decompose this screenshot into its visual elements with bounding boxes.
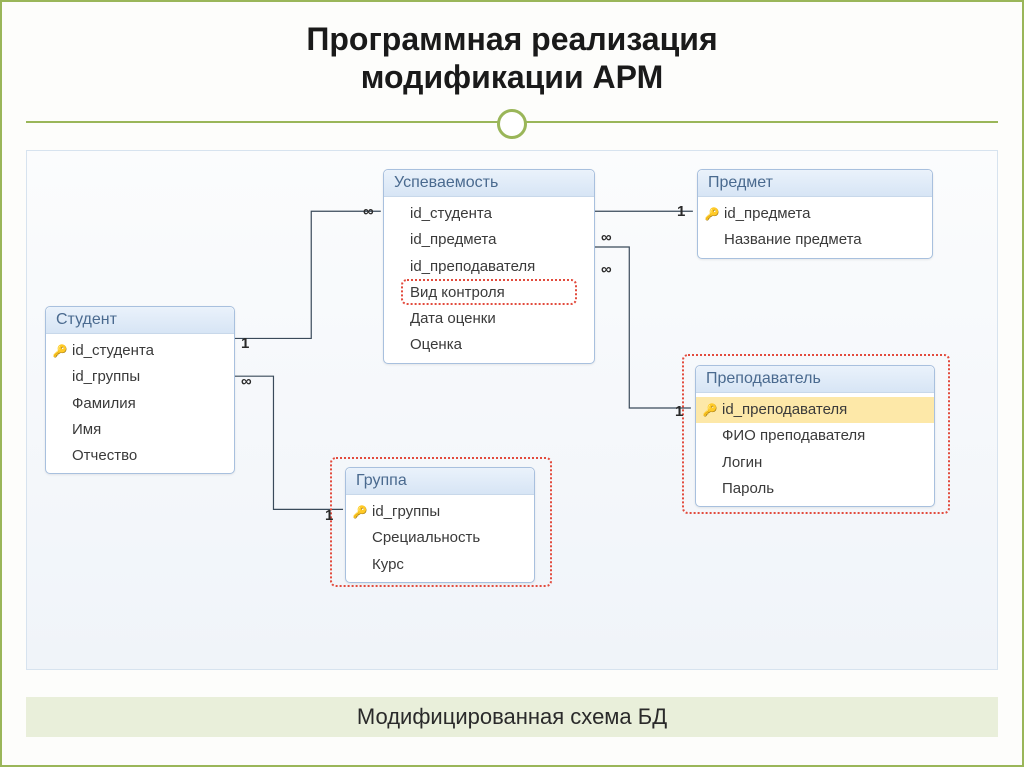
field-list: 🔑id_преподавателя🔑ФИО преподавателя🔑Логи… — [696, 393, 934, 506]
db-field[interactable]: 🔑Дата оценки — [384, 306, 594, 332]
divider-circle-icon — [497, 109, 527, 139]
field-list: 🔑id_группы🔑Срециальность🔑Курс — [346, 495, 534, 582]
db-table-progress[interactable]: Успеваемость🔑id_студента🔑id_предмета🔑id_… — [383, 169, 595, 364]
field-name: Курс — [372, 555, 404, 575]
db-field[interactable]: 🔑id_группы — [46, 364, 234, 390]
cardinality-label: 1 — [677, 203, 685, 220]
field-list: 🔑id_студента🔑id_группы🔑Фамилия🔑Имя🔑Отчес… — [46, 334, 234, 473]
db-field[interactable]: 🔑id_студента — [46, 338, 234, 364]
db-field[interactable]: 🔑id_группы — [346, 499, 534, 525]
db-field[interactable]: 🔑Пароль — [696, 476, 934, 502]
footer-band: Модифицированная схема БД — [26, 697, 998, 737]
title-block: Программная реализация модификации АРМ — [2, 2, 1022, 103]
db-field[interactable]: 🔑Логин — [696, 450, 934, 476]
db-table-student[interactable]: Студент🔑id_студента🔑id_группы🔑Фамилия🔑Им… — [45, 306, 235, 474]
field-name: id_преподавателя — [410, 257, 535, 277]
key-icon: 🔑 — [352, 504, 368, 520]
db-field[interactable]: 🔑ФИО преподавателя — [696, 423, 934, 449]
key-icon: 🔑 — [702, 402, 718, 418]
cardinality-label: ∞ — [601, 261, 612, 278]
field-name: id_студента — [410, 204, 492, 224]
field-name: Оценка — [410, 335, 462, 355]
db-table-title: Студент — [46, 307, 234, 334]
db-field[interactable]: 🔑Курс — [346, 552, 534, 578]
field-name: Вид контроля — [410, 283, 505, 303]
db-field[interactable]: 🔑id_студента — [384, 201, 594, 227]
db-table-title: Успеваемость — [384, 170, 594, 197]
db-field[interactable]: 🔑Отчество — [46, 443, 234, 469]
cardinality-label: ∞ — [601, 229, 612, 246]
key-icon: 🔑 — [704, 206, 720, 222]
field-name: id_преподавателя — [722, 400, 847, 420]
field-name: Срециальность — [372, 528, 480, 548]
db-table-title: Группа — [346, 468, 534, 495]
field-name: Имя — [72, 420, 101, 440]
field-list: 🔑id_студента🔑id_предмета🔑id_преподавател… — [384, 197, 594, 363]
field-name: Название предмета — [724, 230, 862, 250]
field-name: id_группы — [372, 502, 440, 522]
divider — [2, 103, 1022, 143]
cardinality-label: 1 — [675, 403, 683, 420]
db-field[interactable]: 🔑id_преподавателя — [696, 397, 934, 423]
db-table-title: Предмет — [698, 170, 932, 197]
db-field[interactable]: 🔑id_предмета — [384, 227, 594, 253]
relationship-line — [234, 211, 381, 338]
cardinality-label: 1 — [241, 335, 249, 352]
field-name: Фамилия — [72, 394, 136, 414]
field-name: Дата оценки — [410, 309, 496, 329]
field-list: 🔑id_предмета🔑Название предмета — [698, 197, 932, 258]
db-field[interactable]: 🔑Имя — [46, 417, 234, 443]
db-field[interactable]: 🔑id_преподавателя — [384, 254, 594, 280]
slide-frame: Программная реализация модификации АРМ С… — [0, 0, 1024, 767]
cardinality-label: ∞ — [241, 373, 252, 390]
db-field[interactable]: 🔑Название предмета — [698, 227, 932, 253]
db-field[interactable]: 🔑id_предмета — [698, 201, 932, 227]
db-table-subject[interactable]: Предмет🔑id_предмета🔑Название предмета — [697, 169, 933, 259]
field-name: Отчество — [72, 446, 137, 466]
key-icon: 🔑 — [52, 343, 68, 359]
cardinality-label: 1 — [325, 507, 333, 524]
field-name: ФИО преподавателя — [722, 426, 865, 446]
field-name: id_предмета — [410, 230, 496, 250]
db-field[interactable]: 🔑Оценка — [384, 332, 594, 358]
relationship-line — [234, 376, 343, 509]
slide-title-line2: модификации АРМ — [42, 58, 982, 96]
field-name: id_группы — [72, 367, 140, 387]
field-name: Пароль — [722, 479, 774, 499]
field-name: id_студента — [72, 341, 154, 361]
db-diagram-canvas: Студент🔑id_студента🔑id_группы🔑Фамилия🔑Им… — [26, 150, 998, 670]
footer-caption: Модифицированная схема БД — [357, 704, 667, 730]
db-field[interactable]: 🔑Фамилия — [46, 391, 234, 417]
field-name: id_предмета — [724, 204, 810, 224]
db-table-group[interactable]: Группа🔑id_группы🔑Срециальность🔑Курс — [345, 467, 535, 583]
db-table-teacher[interactable]: Преподаватель🔑id_преподавателя🔑ФИО препо… — [695, 365, 935, 507]
slide-title-line1: Программная реализация — [42, 20, 982, 58]
db-table-title: Преподаватель — [696, 366, 934, 393]
field-name: Логин — [722, 453, 762, 473]
cardinality-label: ∞ — [363, 203, 374, 220]
db-field[interactable]: 🔑Вид контроля — [384, 280, 594, 306]
db-field[interactable]: 🔑Срециальность — [346, 525, 534, 551]
